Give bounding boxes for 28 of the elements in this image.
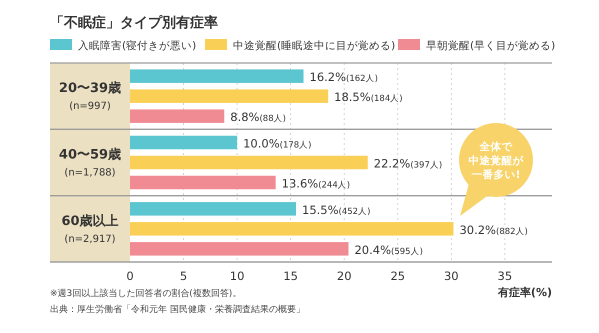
y-tick-label: 60歳以上 (n=2,917) [61, 214, 119, 245]
data-label: 22.2%(397人) [374, 156, 442, 170]
data-label: 18.5%(184人) [334, 90, 403, 104]
x-tick-label: 20 [336, 269, 352, 283]
y-tick-label: 20〜39歳 (n=997) [58, 81, 122, 112]
x-tick-label: 15 [283, 269, 298, 283]
annotation: 全体で中途覚醒が一番多い! [468, 140, 524, 181]
source-note: 出典：厚生労働省「令和元年 国民健康・栄養調査結果の概要」 [50, 304, 305, 315]
data-label: 8.8%(88人) [230, 110, 286, 124]
data-label: 30.2%(882人) [459, 222, 528, 237]
x-axis-title: 有症率(%) [496, 286, 552, 299]
data-label: 13.6%(244人) [282, 176, 350, 190]
data-label: 20.4%(595人) [354, 242, 423, 257]
data-label: 15.5%(452人) [302, 202, 370, 217]
x-tick-label: 30 [444, 269, 459, 283]
x-tick-label: 35 [498, 269, 512, 283]
x-tick-label: 0 [126, 269, 134, 283]
text: ※週3回以上該当した回答者の割合(複数回答)。 [50, 288, 242, 299]
x-tick-label: 10 [230, 269, 244, 283]
x-tick-label: 5 [180, 269, 188, 283]
y-tick-label: 40〜59歳 (n=1,788) [58, 148, 122, 178]
data-label: 10.0%(178人) [243, 136, 312, 150]
data-label: 16.2%(162人) [310, 70, 378, 84]
chart-title: 「不眠症」タイプ別有症率 [50, 14, 218, 31]
legend-label: 早朝覚醒(早く目が覚める) [426, 39, 556, 52]
x-tick-label: 25 [390, 269, 406, 283]
legend-label: 中途覚醒(睡眠途中に目が覚める) [233, 39, 396, 52]
legend-label: 入眠障害(寝付きが悪い) [78, 39, 196, 52]
